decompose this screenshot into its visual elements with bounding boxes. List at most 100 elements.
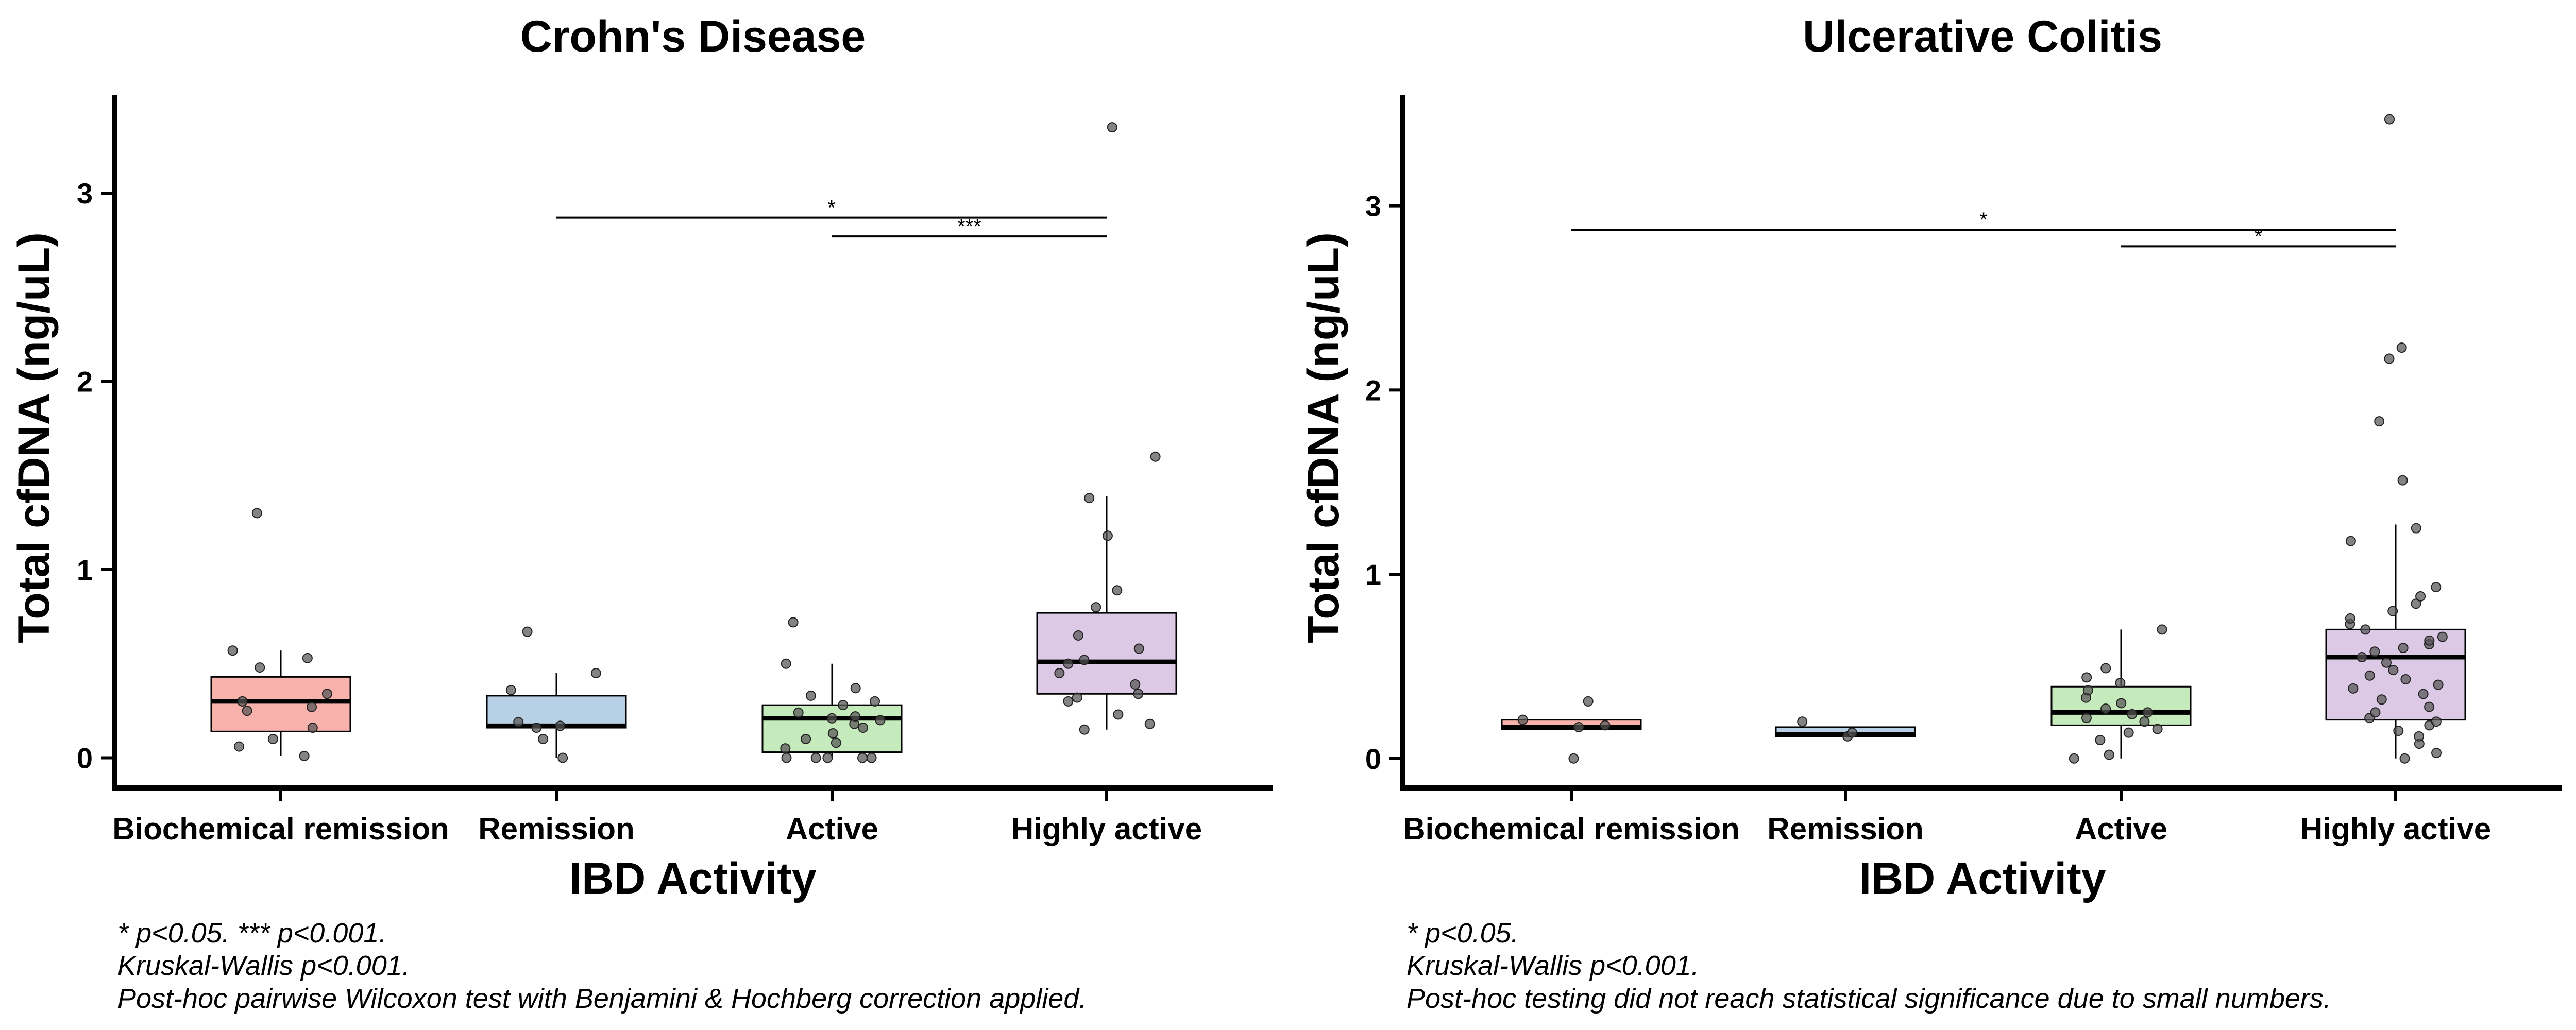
x-tick-label: Active xyxy=(786,812,878,846)
data-point xyxy=(827,728,838,739)
data-point xyxy=(781,658,791,669)
data-point xyxy=(2433,679,2444,690)
data-point xyxy=(513,717,524,728)
data-point xyxy=(2348,683,2359,694)
data-point xyxy=(590,668,601,679)
data-point xyxy=(2376,694,2387,705)
data-point xyxy=(2364,670,2375,681)
data-point xyxy=(2411,598,2421,609)
data-point xyxy=(307,723,318,733)
data-point xyxy=(2374,416,2385,427)
iqr-box xyxy=(2325,628,2466,721)
data-point xyxy=(2115,678,2126,689)
data-point xyxy=(255,662,265,673)
footnote: Kruskal-Wallis p<0.001. xyxy=(1406,950,1699,981)
iqr-box xyxy=(210,676,351,732)
data-point xyxy=(1079,655,1090,665)
x-tick-label: Remission xyxy=(478,812,634,846)
data-point xyxy=(227,645,238,656)
data-point xyxy=(2104,749,2114,760)
data-point xyxy=(2431,716,2442,727)
y-axis-title: Total cfDNA (ng/uL) xyxy=(9,232,59,643)
data-point xyxy=(2414,731,2425,742)
data-point xyxy=(1130,679,1141,690)
x-tick-label: Biochemical remission xyxy=(1403,812,1740,846)
data-point xyxy=(1102,530,1113,541)
chart-title: Crohn's Disease xyxy=(520,12,866,61)
crohns-disease-panel: Crohn's Disease 0 1 2 3 Total cfDNA (ng/uL) IB… xyxy=(9,12,1273,1014)
significance-label: *** xyxy=(957,215,981,238)
data-point xyxy=(822,752,833,763)
data-point xyxy=(2411,523,2421,534)
data-point xyxy=(1573,722,1584,732)
data-point xyxy=(1063,696,1074,707)
data-point xyxy=(870,696,880,707)
data-point xyxy=(801,733,811,744)
data-point xyxy=(2357,652,2367,663)
data-point xyxy=(875,715,886,726)
data-point xyxy=(1600,720,1611,731)
data-point xyxy=(1084,493,1095,504)
data-point xyxy=(2157,624,2167,635)
footnote: Post-hoc pairwise Wilcoxon test with Ben… xyxy=(117,983,1087,1014)
data-point xyxy=(850,711,861,722)
x-tick-label: Highly active xyxy=(1011,812,1202,846)
data-point xyxy=(307,701,317,712)
chart-title: Ulcerative Colitis xyxy=(1803,12,2162,61)
footnote: Kruskal-Wallis p<0.001. xyxy=(117,950,410,981)
significance-label: * xyxy=(827,197,836,219)
y-tick-label: 0 xyxy=(1365,743,1381,775)
data-point xyxy=(857,752,868,763)
box-highly-active xyxy=(1036,496,1177,730)
y-axis-title: Total cfDNA (ng/uL) xyxy=(1299,232,1348,643)
data-point xyxy=(2081,713,2092,724)
data-point xyxy=(793,707,804,718)
data-point xyxy=(1091,602,1101,613)
data-point xyxy=(1133,643,1144,654)
x-axis-title: IBD Activity xyxy=(1859,854,2106,903)
data-point xyxy=(2398,643,2409,654)
data-point xyxy=(2399,753,2410,764)
data-point xyxy=(522,626,533,637)
x-tick-label: Active xyxy=(2075,812,2167,846)
ulcerative-colitis-panel: Ulcerative Colitis 0 1 2 3 Total cfDNA (ng/uL… xyxy=(1299,12,2562,1014)
data-point xyxy=(2393,726,2404,736)
data-point xyxy=(1797,716,1808,727)
data-point xyxy=(2384,353,2395,364)
data-point xyxy=(267,733,278,744)
data-point xyxy=(2116,698,2127,709)
data-point xyxy=(2142,707,2153,718)
data-point xyxy=(850,683,861,694)
data-point xyxy=(826,713,837,724)
y-tick-label: 1 xyxy=(1365,558,1381,591)
data-point xyxy=(2397,475,2408,486)
data-point xyxy=(2396,342,2407,353)
data-point xyxy=(2431,748,2442,759)
data-point xyxy=(1150,451,1161,462)
data-point xyxy=(1107,122,1117,133)
y-tick-label: 1 xyxy=(77,554,93,586)
data-point xyxy=(866,752,877,763)
footnote: * p<0.05. xyxy=(1406,918,1519,949)
data-point xyxy=(2345,613,2355,624)
data-point xyxy=(2345,536,2356,546)
data-point xyxy=(781,752,792,763)
data-point xyxy=(505,684,516,695)
data-point xyxy=(2437,631,2448,642)
data-point xyxy=(2384,114,2395,125)
iqr-box xyxy=(1036,612,1177,695)
data-point xyxy=(780,743,791,754)
data-point xyxy=(2139,716,2150,727)
data-point xyxy=(2370,707,2381,718)
data-point xyxy=(1113,709,1124,720)
data-point xyxy=(805,690,816,701)
data-point xyxy=(2095,734,2106,745)
data-point xyxy=(251,508,262,519)
data-point xyxy=(2360,624,2371,635)
data-point xyxy=(242,706,252,716)
data-point xyxy=(1133,689,1144,699)
box-active xyxy=(2050,629,2192,759)
significance-label: * xyxy=(1979,209,1988,231)
data-point xyxy=(1073,630,1083,641)
significance-label: * xyxy=(2255,225,2263,248)
